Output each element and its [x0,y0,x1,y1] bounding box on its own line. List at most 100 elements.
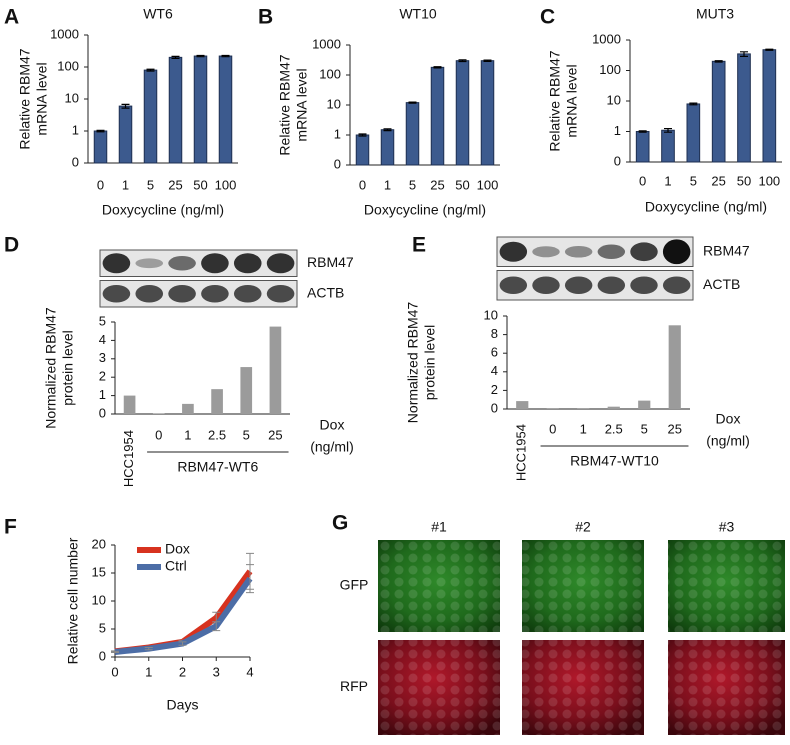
x-tick-label: 0 [155,427,162,442]
error-bar [483,59,492,62]
blot-strip [99,280,298,308]
x-tick-label: 25 [168,177,182,192]
error-bar [714,60,723,63]
y-tick-label: 0 [72,154,79,169]
column-label: #2 [575,519,591,535]
x-tick-label: 0 [639,173,646,188]
bar [355,134,370,166]
y-tick-label: 0 [491,400,498,415]
blot-label: RBM47 [307,254,354,270]
bar [380,129,395,166]
error-bar [221,54,230,58]
panel-letter: C [540,6,555,29]
bar [168,56,183,164]
x-tick-label: 1 [580,421,587,436]
y-tick-label: 1 [99,387,106,402]
panel-letter: D [4,234,19,257]
blot-label: ACTB [307,284,344,300]
dose-label: Dox [320,417,345,433]
y-tick-label: 4 [99,332,106,347]
y-tick-label: 100 [57,58,79,73]
error-bar [433,66,442,69]
blot-band [135,258,164,269]
bar [661,129,675,163]
x-tick-label: 2.5 [208,427,226,442]
y-tick-label: 10 [484,307,498,322]
x-tick-label: 50 [737,173,751,188]
error-bar [383,128,392,132]
x-tick-label: 100 [477,177,499,192]
bar [455,60,470,166]
error-bar [144,646,153,651]
y-tick-label: 1000 [312,36,341,51]
y-axis-label: protein level [422,325,438,401]
x-tick-label: 1 [122,177,129,192]
y-axis-label: Relative cell number [65,537,81,664]
error-bar [765,48,774,51]
blot-label: RBM47 [703,242,750,258]
y-tick-label: 100 [319,66,341,81]
x-tick-label: 1 [664,173,671,188]
blot-label: ACTB [703,276,740,292]
y-axis-label: Relative RBM47 [17,48,33,149]
error-bar [358,133,367,137]
blot-band [168,255,196,271]
column-label: #1 [431,519,447,535]
y-tick-label: 0 [99,405,106,420]
y-axis-label: Normalized RBM47 [43,307,59,429]
error-bar [146,68,155,72]
error-bar [178,641,187,646]
x-tick-label: 5 [147,177,154,192]
bar [123,395,136,414]
error-bar [689,102,698,106]
blot-band [630,242,658,262]
row-label: RFP [340,678,368,694]
panel-letter: F [4,516,17,539]
error-bar [196,54,205,58]
dose-label: Dox [716,411,741,427]
blot-band [597,244,626,260]
blot-band [499,276,528,295]
y-axis-label: Normalized RBM47 [405,302,421,424]
y-axis-label: Relative RBM47 [277,54,293,155]
blot-band [499,241,528,262]
y-tick-label: 10 [327,96,341,111]
panel-letter: A [4,6,19,29]
bar [405,102,420,166]
y-tick-label: 0 [614,153,621,168]
x-tick-label: 100 [758,173,780,188]
y-tick-label: 1000 [50,26,79,41]
blot-band [532,246,560,258]
blot-strip [496,270,694,301]
blot-strip [496,236,694,267]
blot-band [102,284,131,303]
y-tick-label: 1000 [592,31,621,46]
y-tick-label: 1 [72,122,79,137]
bar [762,49,777,163]
legend-label: Dox [165,541,190,557]
blot-band [564,276,593,295]
panel-letter: E [412,234,426,257]
blot-band [266,284,295,303]
bar [218,55,233,164]
error-bar [408,101,417,104]
bar [686,103,701,163]
dose-label: (ng/ml) [706,433,750,449]
panel-letter: B [258,6,273,29]
bar [635,131,650,163]
y-tick-label: 4 [491,363,498,378]
error-bar [121,103,130,109]
bar [516,401,529,409]
error-bar [664,127,672,133]
blot-band [233,253,262,274]
chart-title: WT10 [399,6,437,22]
y-tick-label: 5 [99,313,106,328]
row-label: GFP [340,577,369,593]
x-tick-label: 50 [455,177,469,192]
blot-band [266,253,295,274]
x-tick-label: 0 [111,664,118,679]
micrograph-texture [522,540,644,632]
error-bar [96,129,105,133]
y-tick-label: 6 [491,345,498,360]
y-tick-label: 100 [599,62,621,77]
